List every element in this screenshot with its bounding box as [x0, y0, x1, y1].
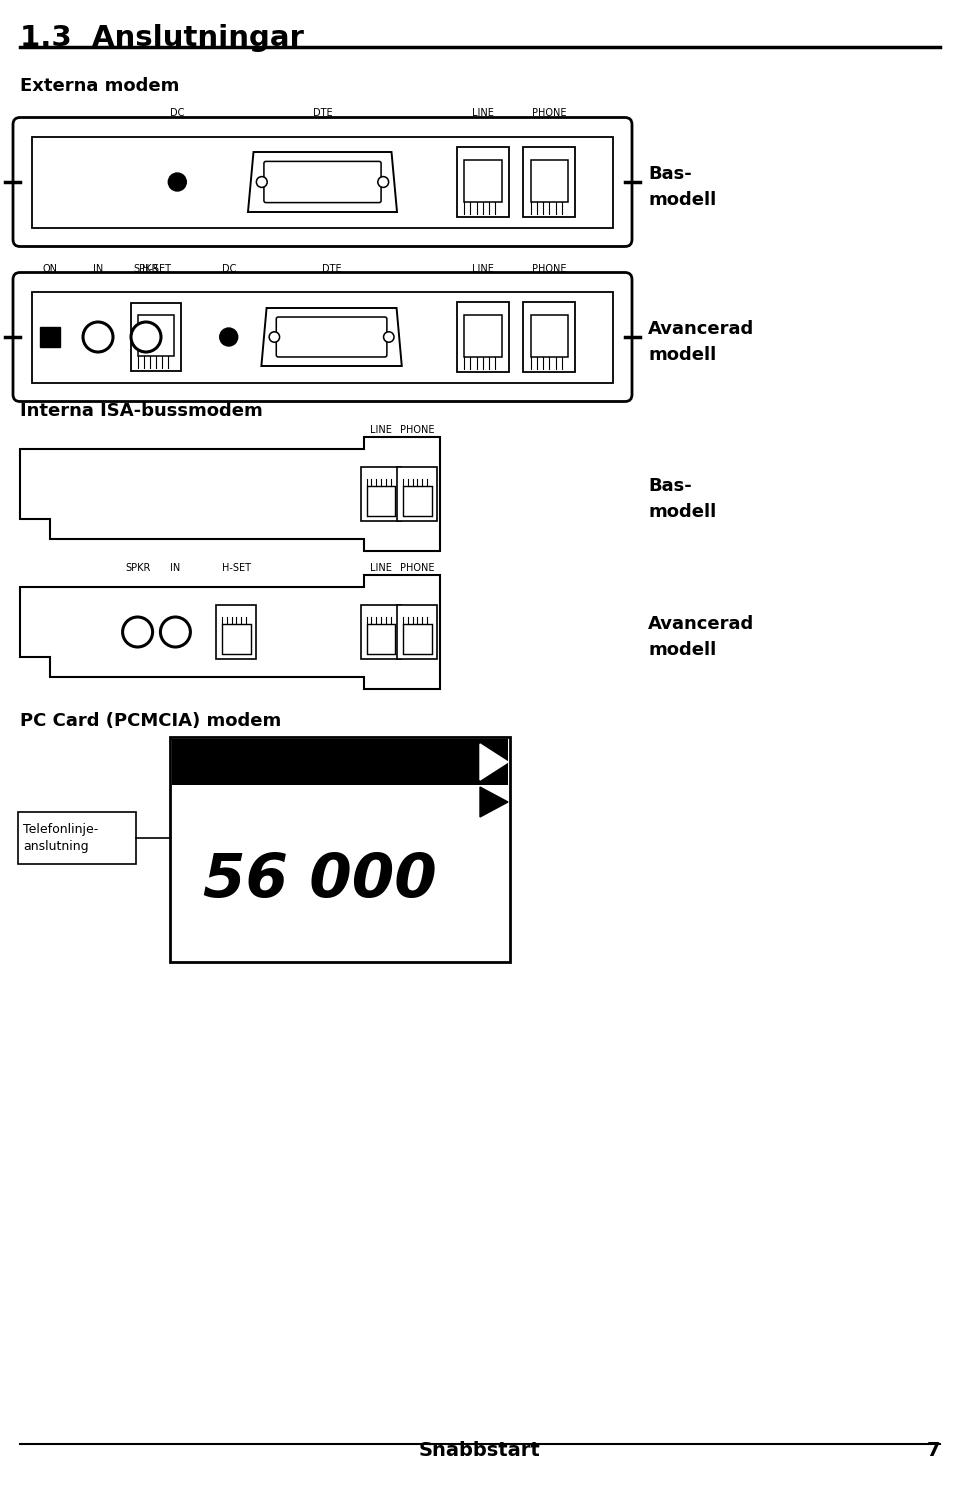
Text: SPKR: SPKR [133, 264, 158, 273]
Bar [523, 301, 575, 372]
Circle shape [220, 328, 238, 346]
Bar [361, 604, 401, 659]
FancyBboxPatch shape [13, 273, 632, 401]
Bar [457, 301, 509, 372]
FancyBboxPatch shape [276, 316, 387, 357]
Bar [403, 486, 432, 516]
Text: DC: DC [222, 264, 236, 273]
Text: IN: IN [170, 562, 180, 573]
Bar [367, 486, 396, 516]
Text: modell: modell [648, 503, 716, 521]
Text: LINE: LINE [371, 425, 392, 436]
Bar [361, 467, 401, 521]
Circle shape [256, 176, 267, 188]
Text: Bas-: Bas- [648, 166, 692, 184]
Text: Avancerad: Avancerad [648, 319, 755, 339]
Text: PHONE: PHONE [400, 562, 435, 573]
Bar [464, 160, 501, 201]
Text: PHONE: PHONE [532, 109, 566, 118]
Bar [216, 604, 256, 659]
Text: SPKR: SPKR [125, 562, 151, 573]
Circle shape [123, 618, 153, 648]
Polygon shape [248, 152, 397, 212]
Bar [403, 624, 432, 653]
Bar [397, 467, 438, 521]
Bar [18, 812, 136, 864]
Bar [523, 148, 575, 216]
Text: H-SET: H-SET [142, 264, 171, 273]
Bar [132, 303, 181, 372]
Circle shape [384, 331, 394, 342]
Text: LINE: LINE [472, 264, 493, 273]
Bar [32, 291, 613, 382]
Bar [464, 315, 501, 357]
Text: DTE: DTE [322, 264, 342, 273]
Circle shape [131, 322, 161, 352]
Circle shape [83, 322, 113, 352]
Text: Avancerad: Avancerad [648, 615, 755, 633]
Bar [40, 327, 60, 348]
Text: 7: 7 [926, 1441, 940, 1461]
Text: LINE: LINE [472, 109, 493, 118]
Text: LINE: LINE [371, 562, 392, 573]
Text: modell: modell [648, 346, 716, 364]
Polygon shape [261, 307, 402, 366]
Polygon shape [480, 786, 508, 818]
Text: H-SET: H-SET [222, 562, 251, 573]
Bar [170, 737, 510, 962]
Text: 1.3  Anslutningar: 1.3 Anslutningar [20, 24, 304, 52]
Circle shape [378, 176, 389, 188]
Bar [531, 160, 568, 201]
Bar [531, 315, 568, 357]
Text: Snabbstart: Snabbstart [420, 1441, 540, 1461]
Bar [457, 148, 509, 216]
Text: modell: modell [648, 191, 716, 209]
Text: modell: modell [648, 642, 716, 659]
Text: DTE: DTE [313, 109, 332, 118]
Polygon shape [480, 745, 508, 780]
Text: PHONE: PHONE [400, 425, 435, 436]
Text: Telefonlinje-
anslutning: Telefonlinje- anslutning [23, 824, 98, 853]
Text: DC: DC [170, 109, 184, 118]
FancyBboxPatch shape [13, 118, 632, 246]
Circle shape [269, 331, 279, 342]
Text: 56 000: 56 000 [203, 852, 437, 910]
Text: IN: IN [93, 264, 103, 273]
Bar [138, 315, 174, 357]
Text: Bas-: Bas- [648, 477, 692, 495]
Bar [172, 739, 508, 785]
Text: Interna ISA-bussmodem: Interna ISA-bussmodem [20, 401, 263, 421]
Text: Externa modem: Externa modem [20, 78, 180, 95]
Polygon shape [20, 437, 440, 551]
Bar [397, 604, 438, 659]
FancyBboxPatch shape [264, 161, 381, 203]
Text: ON: ON [42, 264, 58, 273]
Bar [32, 136, 613, 227]
Circle shape [160, 618, 190, 648]
Bar [222, 624, 251, 653]
Text: PC Card (PCMCIA) modem: PC Card (PCMCIA) modem [20, 712, 281, 730]
Bar [367, 624, 396, 653]
Circle shape [168, 173, 186, 191]
Text: PHONE: PHONE [532, 264, 566, 273]
Polygon shape [20, 574, 440, 689]
